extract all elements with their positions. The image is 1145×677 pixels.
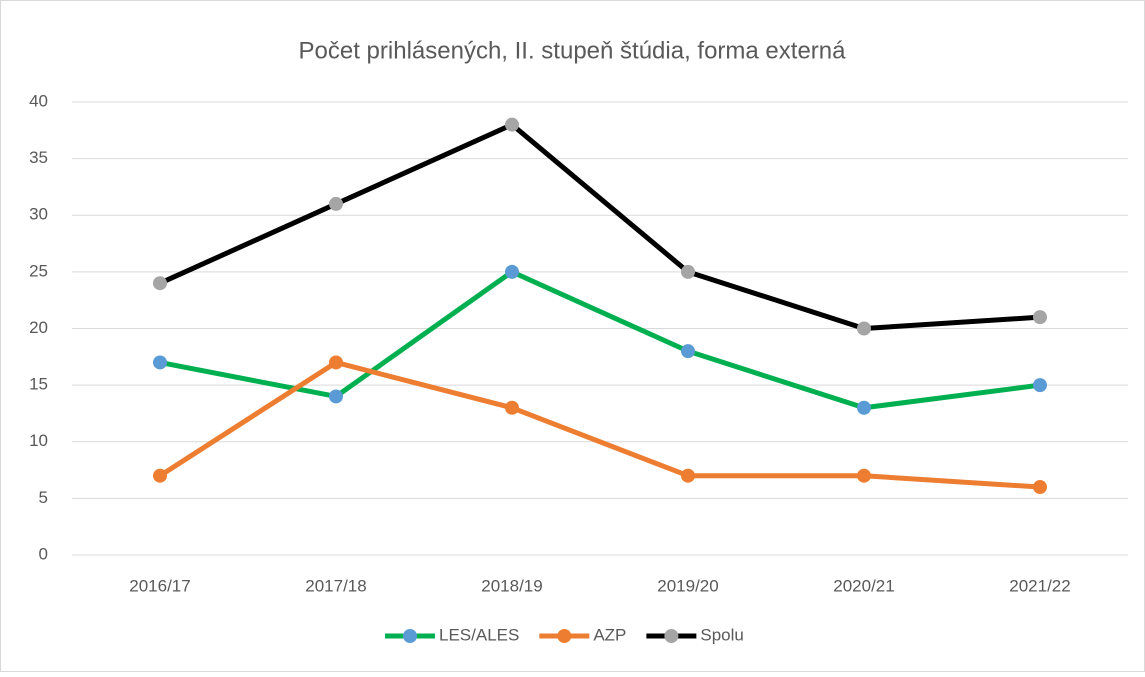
x-tick-label: 2016/17 [129,576,190,595]
legend-marker [403,629,417,643]
point [857,468,871,483]
y-tick-label: 25 [29,261,48,280]
point [1033,378,1047,393]
legend-marker [664,629,679,643]
point [505,264,519,279]
point [1033,310,1047,325]
point [1033,480,1047,495]
point [329,355,343,370]
point [681,344,695,359]
point [153,468,167,483]
y-tick-label: 20 [29,318,48,337]
point [857,400,871,415]
series-line [158,122,1041,331]
legend-label: LES/ALES [439,625,519,644]
chart-title: Počet prihlásených, II. stupeň štúdia, f… [299,37,847,64]
y-tick-label: 40 [29,91,48,110]
y-tick-label: 0 [39,544,48,563]
point [153,355,167,370]
x-tick-label: 2018/19 [481,576,542,595]
point [681,468,695,483]
point [153,276,167,291]
x-tick-label: 2017/18 [305,576,366,595]
x-tick-label: 2019/20 [657,576,718,595]
point [505,400,519,415]
series-line [159,269,1041,411]
y-tick-label: 15 [29,375,48,394]
legend-label: AZP [593,625,626,644]
y-tick-label: 5 [39,488,48,507]
legend-marker [557,629,572,643]
point [681,264,695,279]
y-tick-label: 30 [29,205,48,224]
series-line [158,359,1041,490]
y-tick-label: 35 [29,148,48,167]
x-tick-label: 2021/22 [1009,576,1070,595]
y-tick-label: 10 [29,431,48,450]
legend-label: Spolu [700,625,743,644]
point [329,389,343,404]
point [329,196,343,211]
x-tick-label: 2020/21 [833,576,894,595]
point [857,321,871,336]
point [505,117,519,132]
